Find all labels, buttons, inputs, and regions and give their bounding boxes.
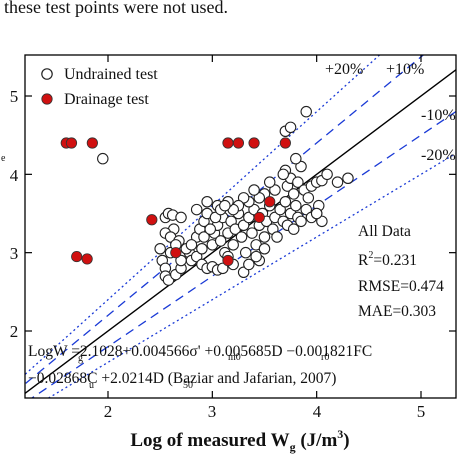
point-undrained xyxy=(239,246,252,259)
equation-line-1: LogW =2.1028+0.004566σ' +0.005685D −0.00… xyxy=(28,343,372,360)
point-drainage xyxy=(264,196,276,208)
point-drainage xyxy=(86,137,98,149)
point-undrained xyxy=(250,250,262,263)
band-label-plus10: +10% xyxy=(386,61,424,78)
point-drainage xyxy=(81,253,93,265)
point-undrained xyxy=(321,168,333,181)
stats-rmse: RMSE=0.474 xyxy=(358,278,444,295)
point-undrained xyxy=(295,160,307,173)
point-undrained xyxy=(248,184,260,196)
point-undrained xyxy=(209,211,222,224)
equation-subscripts: g m0 r0 u 50 xyxy=(78,352,329,391)
point-undrained xyxy=(269,184,281,196)
point-drainage xyxy=(222,137,234,149)
point-undrained xyxy=(185,239,198,251)
x-tick-label: 5 xyxy=(417,402,426,421)
legend-label: Undrained test xyxy=(64,66,158,83)
x-axis-label: Log of measured Wg (J/m3) xyxy=(130,427,349,454)
x-tick-label: 4 xyxy=(313,402,322,421)
point-undrained xyxy=(253,192,266,204)
point-undrained xyxy=(227,239,239,251)
legend-marker-drainage xyxy=(41,93,53,105)
y-tick-label: 5 xyxy=(10,87,19,106)
band-label-minus10: -10% xyxy=(421,107,456,124)
point-undrained xyxy=(175,211,187,224)
point-undrained xyxy=(190,250,203,263)
point-undrained xyxy=(290,152,302,165)
x-tick-label: 2 xyxy=(104,402,113,421)
point-undrained xyxy=(292,176,304,188)
stats-r2: R2=0.231 xyxy=(358,250,417,269)
point-drainage xyxy=(279,137,291,149)
point-undrained xyxy=(237,266,250,278)
point-drainage xyxy=(222,254,234,267)
point-undrained xyxy=(196,243,208,255)
point-undrained xyxy=(263,176,276,188)
data-points xyxy=(60,105,354,286)
plot-frame xyxy=(24,54,457,399)
x-tick-label: 3 xyxy=(208,402,217,421)
point-undrained xyxy=(258,243,271,255)
legend-marker-undrained xyxy=(41,68,53,80)
point-undrained xyxy=(198,231,210,243)
point-drainage xyxy=(65,137,78,149)
legend-label: Drainage test xyxy=(64,91,149,108)
point-undrained xyxy=(310,207,323,220)
point-undrained xyxy=(331,176,344,188)
reference-line-4 xyxy=(47,152,456,398)
point-undrained xyxy=(258,231,271,243)
point-undrained xyxy=(246,227,258,239)
point-undrained xyxy=(290,199,302,212)
stats-header: All Data xyxy=(358,223,411,240)
point-undrained xyxy=(287,223,300,235)
point-drainage xyxy=(248,137,260,149)
band-label-minus20: -20% xyxy=(421,147,456,164)
y-tick-label: 3 xyxy=(10,244,19,263)
point-undrained xyxy=(217,262,229,275)
point-undrained xyxy=(154,243,166,255)
y-tick-label: 4 xyxy=(10,166,19,185)
equation-line-2: −0.02868C +2.0214D (Baziar and Jafarian,… xyxy=(28,370,336,387)
y-tick-label: 2 xyxy=(10,322,19,341)
point-undrained xyxy=(342,172,354,185)
point-undrained xyxy=(279,196,292,208)
legend: Undrained test Drainage test xyxy=(41,66,158,108)
point-drainage xyxy=(253,211,265,224)
stats-mae: MAE=0.303 xyxy=(358,303,436,320)
point-undrained xyxy=(237,219,250,232)
point-undrained xyxy=(316,215,328,228)
top-caption: these test points were not used. xyxy=(4,0,228,17)
point-undrained xyxy=(97,152,109,165)
point-drainage xyxy=(170,247,182,259)
point-undrained xyxy=(300,105,312,118)
point-undrained xyxy=(274,203,286,216)
point-undrained xyxy=(287,188,300,200)
point-undrained xyxy=(204,223,216,235)
point-drainage xyxy=(146,214,158,226)
point-undrained xyxy=(300,203,312,216)
point-drainage xyxy=(232,137,245,149)
point-undrained xyxy=(201,196,213,208)
y-axis-label-fragment: e xyxy=(1,153,6,164)
reference-line-3 xyxy=(30,110,456,398)
axis-ticks xyxy=(25,55,456,398)
point-undrained xyxy=(243,258,255,271)
point-undrained xyxy=(284,121,297,134)
point-undrained xyxy=(219,199,231,212)
band-label-plus20: +20% xyxy=(325,61,363,78)
point-undrained xyxy=(295,215,307,228)
point-undrained xyxy=(271,231,283,243)
point-undrained xyxy=(190,203,203,216)
point-undrained xyxy=(302,192,315,204)
statistics-box: All Data R2=0.231 RMSE=0.474 MAE=0.303 xyxy=(358,223,444,320)
point-undrained xyxy=(277,168,290,181)
point-undrained xyxy=(235,231,248,243)
point-undrained xyxy=(214,235,227,247)
point-undrained xyxy=(175,254,187,267)
point-drainage xyxy=(71,250,83,263)
point-undrained xyxy=(237,192,250,204)
